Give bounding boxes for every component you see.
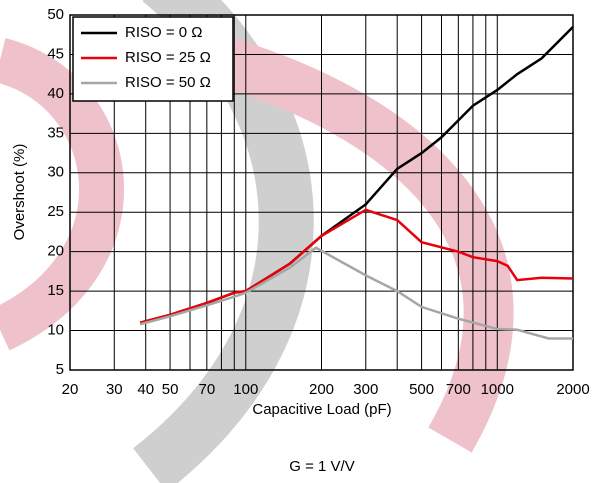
x-tick-label: 70 [198, 381, 215, 398]
x-tick-label: 20 [62, 381, 79, 398]
x-tick-label: 40 [137, 381, 154, 398]
legend-label: RISO = 25 Ω [125, 49, 211, 66]
watermark-arc [212, 36, 514, 453]
x-tick-label: 100 [233, 381, 258, 398]
footnote: G = 1 V/V [289, 458, 354, 475]
x-tick-label: 200 [309, 381, 334, 398]
legend-label: RISO = 0 Ω [125, 24, 203, 41]
y-tick-label: 5 [56, 361, 64, 378]
y-tick-label: 30 [47, 164, 64, 181]
y-tick-label: 50 [47, 6, 64, 23]
series-line [139, 208, 574, 324]
watermark-arc [0, 38, 124, 351]
x-tick-label: 2000 [556, 381, 589, 398]
x-tick-label: 30 [106, 381, 123, 398]
x-tick-label: 300 [353, 381, 378, 398]
y-tick-label: 10 [47, 322, 64, 339]
y-tick-label: 20 [47, 243, 64, 260]
y-tick-label: 45 [47, 45, 64, 62]
y-tick-label: 35 [47, 124, 64, 141]
x-tick-label: 700 [446, 381, 471, 398]
x-tick-label: 50 [162, 381, 179, 398]
y-tick-label: 25 [47, 203, 64, 220]
x-axis-label: Capacitive Load (pF) [252, 401, 391, 418]
series-line [139, 246, 573, 340]
y-axis-label: Overshoot (%) [11, 144, 28, 241]
y-tick-label: 15 [47, 282, 64, 299]
x-tick-label: 500 [409, 381, 434, 398]
x-tick-label: 1000 [481, 381, 514, 398]
legend-label: RISO = 50 Ω [125, 74, 211, 91]
y-tick-label: 40 [47, 85, 64, 102]
